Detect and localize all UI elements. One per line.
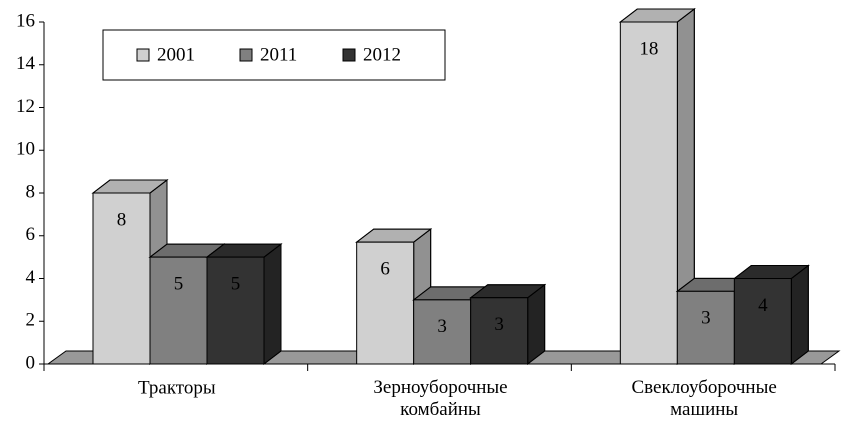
data-label: 3 [494, 314, 504, 335]
bar [619, 21, 678, 365]
y-tick-label: 16 [16, 10, 35, 31]
y-tick-label: 2 [26, 310, 36, 331]
legend-swatch [136, 48, 150, 62]
legend-swatch [342, 48, 356, 62]
data-label: 5 [231, 273, 241, 294]
bar [356, 241, 415, 365]
data-label: 3 [437, 316, 447, 337]
data-label: 18 [639, 38, 658, 59]
bar [470, 297, 529, 365]
bar [733, 278, 792, 365]
data-label: 4 [758, 295, 768, 316]
bar-side-shade [527, 283, 546, 366]
bar-side-shade [263, 243, 282, 366]
y-tick-label: 6 [26, 224, 36, 245]
bar-side-shade [790, 264, 809, 366]
data-label: 6 [380, 259, 390, 280]
bar [676, 290, 735, 365]
data-label: 5 [174, 273, 184, 294]
bar [206, 256, 265, 365]
legend-label: 2001 [157, 44, 195, 65]
x-tick-label: Свеклоуборочные машины [632, 377, 777, 420]
y-tick-label: 8 [26, 181, 36, 202]
bar [92, 192, 151, 365]
legend-swatch [239, 48, 253, 62]
x-tick-label: Тракторы [138, 377, 216, 398]
bar [413, 299, 472, 365]
y-tick-label: 12 [16, 96, 35, 117]
legend-label: 2011 [260, 44, 297, 65]
y-tick-label: 10 [16, 139, 35, 160]
y-tick-label: 4 [26, 267, 36, 288]
x-tick-label: Зерноуборочные комбайны [373, 377, 507, 420]
y-tick-label: 0 [26, 352, 36, 373]
data-label: 3 [701, 308, 711, 329]
legend-label: 2012 [363, 44, 401, 65]
data-label: 8 [117, 209, 127, 230]
y-tick-label: 14 [16, 53, 36, 74]
legend-box [102, 29, 446, 81]
